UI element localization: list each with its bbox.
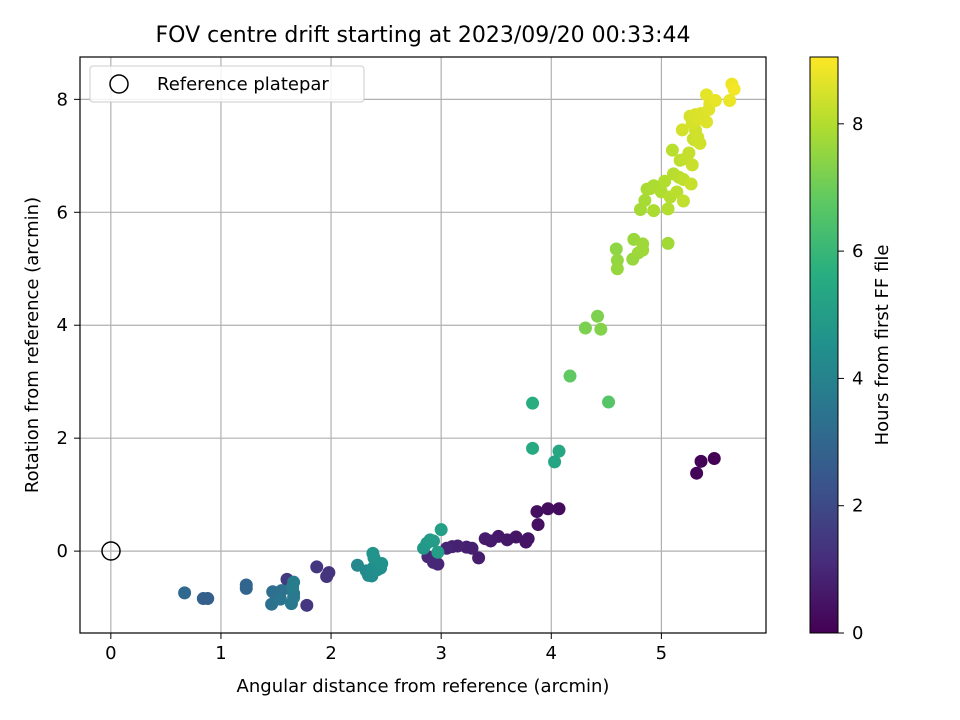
data-point <box>707 452 721 466</box>
x-axis-label: Angular distance from reference (arcmin) <box>237 676 610 697</box>
colorbar-tick-label: 4 <box>852 368 863 389</box>
data-point <box>675 123 689 137</box>
data-point <box>670 185 684 199</box>
legend-box <box>89 65 365 103</box>
colorbar-ticks: 0 2 4 6 8 <box>838 114 863 644</box>
colorbar-gradient <box>809 56 839 634</box>
data-point <box>684 177 698 191</box>
x-tick-label: 2 <box>325 643 336 664</box>
data-point <box>472 551 486 565</box>
data-point <box>526 396 540 410</box>
data-point <box>426 534 440 548</box>
data-point <box>541 502 555 516</box>
data-point <box>530 505 544 519</box>
data-point <box>665 143 679 157</box>
x-tick-label: 1 <box>215 643 226 664</box>
data-point <box>320 570 334 584</box>
data-point <box>694 454 708 468</box>
data-point <box>178 586 192 600</box>
data-point <box>519 535 533 549</box>
x-tick-label: 3 <box>435 643 446 664</box>
data-point <box>685 158 699 172</box>
data-point <box>723 93 737 107</box>
data-point <box>594 322 608 336</box>
data-point <box>552 502 566 516</box>
plot-frame <box>79 56 767 634</box>
data-point <box>676 194 690 208</box>
legend-open-circle-icon <box>109 74 129 94</box>
data-point <box>531 518 545 532</box>
reference-platepar-marker <box>101 541 121 561</box>
data-point <box>578 321 592 335</box>
colorbar-label: Hours from first FF file <box>872 245 893 446</box>
data-point <box>602 395 616 409</box>
legend: Reference platepar <box>89 65 365 103</box>
data-point <box>563 369 577 383</box>
legend-label: Reference platepar <box>157 74 329 95</box>
data-point <box>196 592 210 606</box>
data-point <box>658 174 672 188</box>
axis-ticks: 0 1 2 3 4 5 0 2 4 6 8 <box>57 89 668 664</box>
data-point <box>300 598 314 612</box>
data-point <box>661 236 675 250</box>
data-point <box>609 242 623 256</box>
colorbar-tick-label: 8 <box>852 114 863 135</box>
data-point <box>661 202 675 216</box>
data-point <box>478 532 492 546</box>
colorbar-tick-label: 6 <box>852 241 863 262</box>
data-point <box>591 309 605 323</box>
data-point <box>700 115 714 129</box>
data-point <box>682 146 696 160</box>
data-point <box>552 444 566 458</box>
data-point <box>727 82 741 96</box>
data-point <box>610 262 624 276</box>
y-tick-label: 4 <box>57 315 68 336</box>
y-tick-label: 2 <box>57 428 68 449</box>
data-point <box>273 592 287 606</box>
x-tick-label: 0 <box>105 643 116 664</box>
data-point <box>286 580 300 594</box>
data-point <box>708 93 722 107</box>
y-axis-label: Rotation from reference (arcmin) <box>22 197 43 493</box>
y-tick-label: 6 <box>57 202 68 223</box>
x-tick-label: 4 <box>546 643 557 664</box>
colorbar-tick-label: 0 <box>852 623 863 644</box>
y-tick-label: 0 <box>57 541 68 562</box>
data-point <box>647 204 661 218</box>
y-tick-label: 8 <box>57 89 68 110</box>
data-point <box>431 545 445 559</box>
data-point <box>239 581 253 595</box>
data-point <box>693 136 707 150</box>
data-point <box>310 560 324 574</box>
data-point <box>366 546 380 560</box>
data-point <box>636 243 650 257</box>
data-point <box>548 455 562 469</box>
data-points <box>178 77 741 612</box>
data-point <box>434 523 448 537</box>
data-point <box>638 193 652 207</box>
colorbar-tick-label: 2 <box>852 496 863 517</box>
colorbar: 0 2 4 6 8 Hours from first FF file <box>809 56 893 644</box>
x-tick-label: 5 <box>656 643 667 664</box>
data-point <box>690 466 704 480</box>
data-point <box>526 441 540 455</box>
chart-title: FOV centre drift starting at 2023/09/20 … <box>156 23 691 48</box>
